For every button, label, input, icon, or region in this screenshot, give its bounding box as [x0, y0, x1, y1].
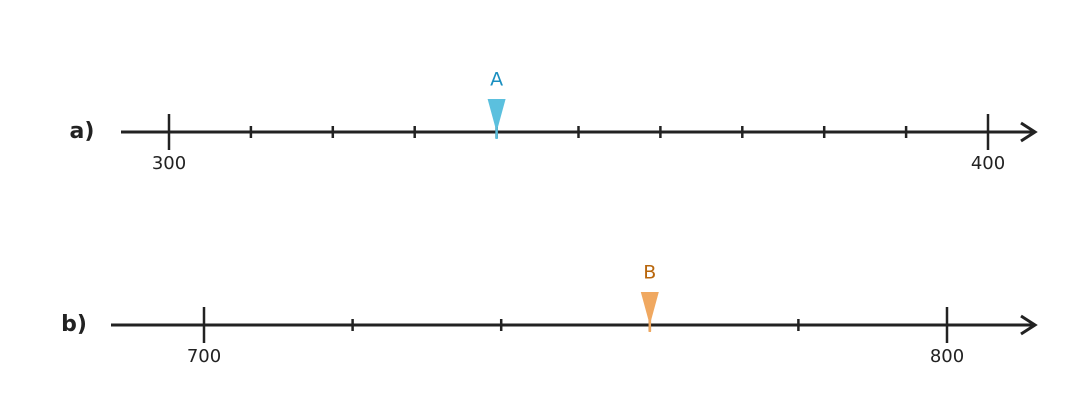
tick-label: 800 — [930, 346, 964, 367]
tick-label: 400 — [971, 153, 1005, 174]
row-label: b) — [61, 312, 87, 337]
tick-label: 700 — [187, 346, 221, 367]
axis-arrow — [1020, 121, 1038, 143]
axis-arrow — [1020, 314, 1038, 336]
tick-label: 300 — [152, 153, 186, 174]
marker — [640, 292, 659, 325]
marker — [487, 99, 506, 132]
marker-label: A — [490, 69, 503, 91]
row-label: a) — [70, 119, 95, 144]
marker-label: B — [643, 262, 656, 284]
